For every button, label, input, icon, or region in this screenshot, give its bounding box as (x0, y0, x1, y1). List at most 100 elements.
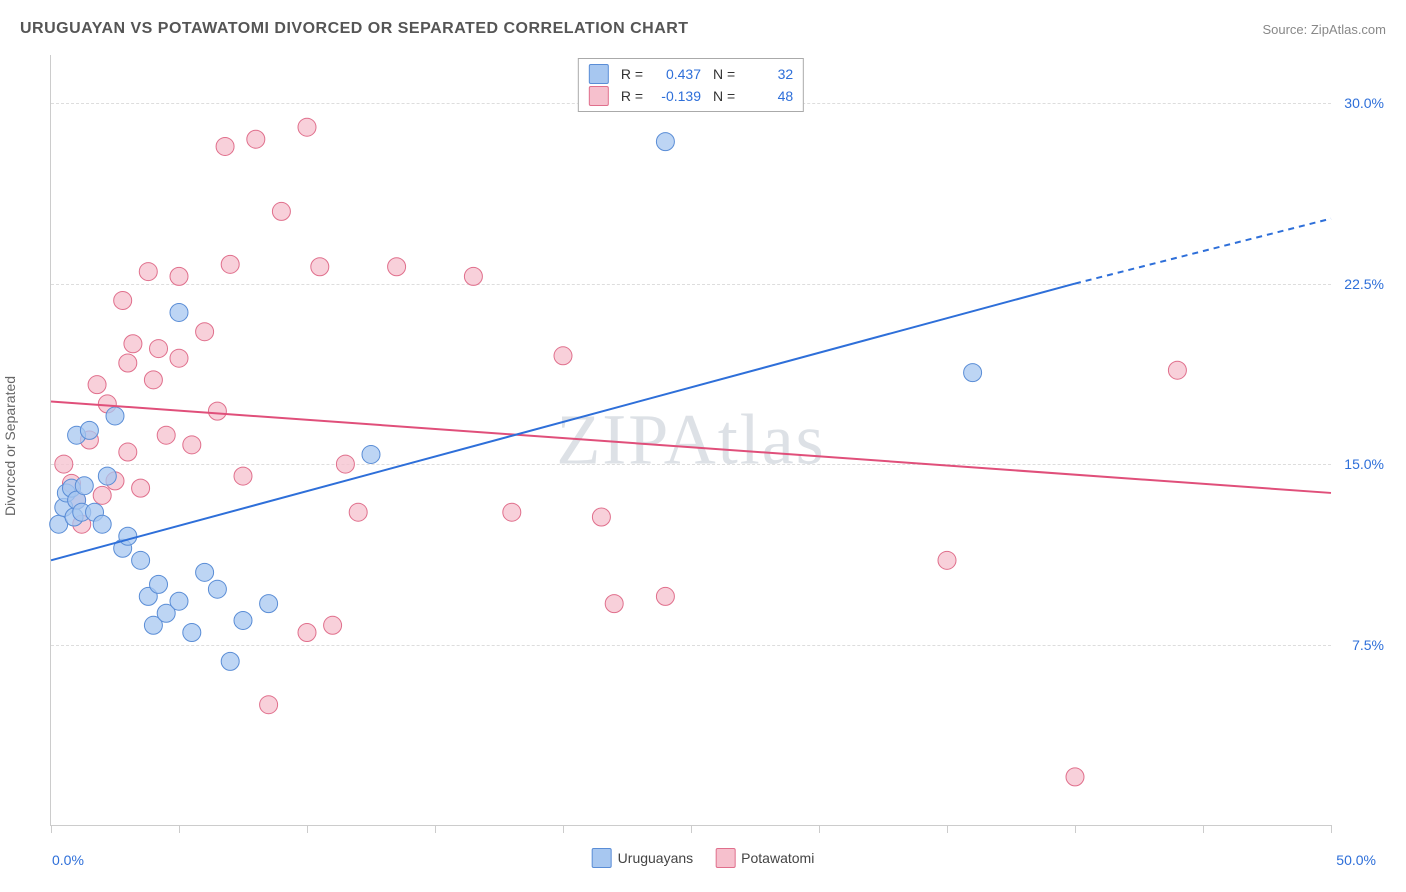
r-value-uruguayans: 0.437 (651, 66, 701, 82)
x-tick (435, 825, 436, 833)
data-point (234, 611, 252, 629)
data-point (336, 455, 354, 473)
data-point (554, 347, 572, 365)
data-point (132, 479, 150, 497)
data-point (311, 258, 329, 276)
x-axis-min-label: 0.0% (52, 852, 84, 868)
data-point (93, 486, 111, 504)
source-name: ZipAtlas.com (1311, 22, 1386, 37)
data-point (88, 376, 106, 394)
plot-svg (51, 55, 1331, 825)
data-point (1066, 768, 1084, 786)
trend-line (1075, 219, 1331, 284)
n-value-potawatomi: 48 (743, 88, 793, 104)
data-point (260, 595, 278, 613)
data-point (324, 616, 342, 634)
data-point (144, 371, 162, 389)
data-point (221, 255, 239, 273)
x-tick (179, 825, 180, 833)
data-point (119, 527, 137, 545)
swatch-potawatomi-icon (715, 848, 735, 868)
data-point (132, 551, 150, 569)
data-point (272, 202, 290, 220)
n-value-uruguayans: 32 (743, 66, 793, 82)
data-point (216, 137, 234, 155)
y-tick-label: 15.0% (1344, 456, 1384, 472)
x-tick (1331, 825, 1332, 833)
legend-label-uruguayans: Uruguayans (618, 850, 694, 866)
data-point (170, 592, 188, 610)
data-point (139, 263, 157, 281)
data-point (157, 426, 175, 444)
data-point (234, 467, 252, 485)
data-point (656, 133, 674, 151)
data-point (503, 503, 521, 521)
data-point (656, 587, 674, 605)
data-point (98, 467, 116, 485)
legend-item-uruguayans: Uruguayans (592, 848, 694, 868)
x-tick (947, 825, 948, 833)
x-tick (819, 825, 820, 833)
data-point (964, 364, 982, 382)
data-point (150, 575, 168, 593)
data-point (298, 118, 316, 136)
stats-row-uruguayans: R = 0.437 N = 32 (589, 63, 793, 85)
data-point (80, 421, 98, 439)
data-point (75, 477, 93, 495)
x-tick (1203, 825, 1204, 833)
chart-title: URUGUAYAN VS POTAWATOMI DIVORCED OR SEPA… (20, 20, 689, 38)
n-label: N = (713, 88, 735, 104)
y-tick-label: 7.5% (1352, 637, 1384, 653)
data-point (349, 503, 367, 521)
y-tick-label: 30.0% (1344, 95, 1384, 111)
x-tick (563, 825, 564, 833)
x-tick (691, 825, 692, 833)
data-point (170, 303, 188, 321)
data-point (170, 267, 188, 285)
data-point (183, 624, 201, 642)
swatch-uruguayans-icon (589, 64, 609, 84)
data-point (247, 130, 265, 148)
y-axis-label: Divorced or Separated (2, 376, 18, 516)
data-point (55, 455, 73, 473)
legend-item-potawatomi: Potawatomi (715, 848, 814, 868)
data-point (298, 624, 316, 642)
data-point (362, 445, 380, 463)
data-point (183, 436, 201, 454)
data-point (592, 508, 610, 526)
data-point (114, 291, 132, 309)
data-point (208, 580, 226, 598)
stats-legend: R = 0.437 N = 32 R = -0.139 N = 48 (578, 58, 804, 112)
r-label: R = (621, 66, 643, 82)
x-axis-max-label: 50.0% (1336, 852, 1376, 868)
x-tick (1075, 825, 1076, 833)
stats-row-potawatomi: R = -0.139 N = 48 (589, 85, 793, 107)
data-point (605, 595, 623, 613)
swatch-uruguayans-icon (592, 848, 612, 868)
data-point (150, 340, 168, 358)
series-legend: Uruguayans Potawatomi (592, 848, 815, 868)
y-tick-label: 22.5% (1344, 276, 1384, 292)
n-label: N = (713, 66, 735, 82)
data-point (221, 652, 239, 670)
plot-area: ZIPAtlas R = 0.437 N = 32 R = -0.139 N =… (50, 55, 1331, 826)
data-point (260, 696, 278, 714)
data-point (938, 551, 956, 569)
legend-label-potawatomi: Potawatomi (741, 850, 814, 866)
data-point (196, 323, 214, 341)
x-tick (307, 825, 308, 833)
data-point (464, 267, 482, 285)
data-point (1168, 361, 1186, 379)
data-point (388, 258, 406, 276)
data-point (93, 515, 111, 533)
data-point (106, 407, 124, 425)
source-prefix: Source: (1262, 22, 1310, 37)
data-point (208, 402, 226, 420)
data-point (119, 354, 137, 372)
data-point (119, 443, 137, 461)
r-value-potawatomi: -0.139 (651, 88, 701, 104)
data-point (124, 335, 142, 353)
data-point (196, 563, 214, 581)
x-tick (51, 825, 52, 833)
data-point (170, 349, 188, 367)
